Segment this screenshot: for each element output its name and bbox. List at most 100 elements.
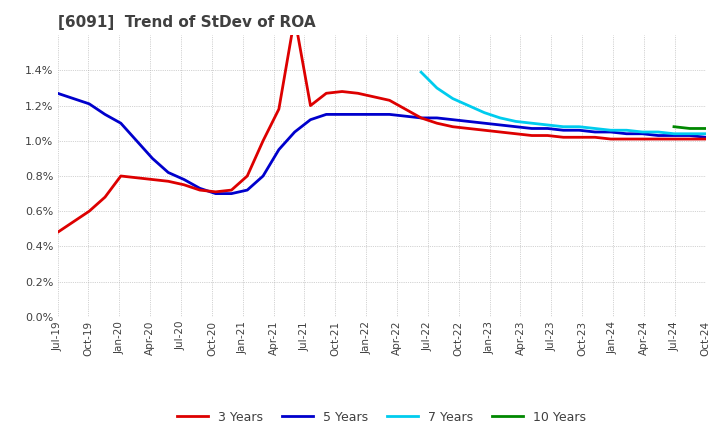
5 Years: [606, 129, 615, 135]
7 Years: [654, 129, 662, 135]
5 Years: [354, 112, 362, 117]
7 Years: [559, 124, 567, 129]
3 Years: [306, 103, 315, 108]
7 Years: [512, 119, 521, 124]
3 Years: [180, 182, 189, 187]
3 Years: [85, 209, 94, 214]
7 Years: [496, 115, 505, 121]
Line: 3 Years: 3 Years: [58, 18, 706, 232]
3 Years: [69, 219, 78, 224]
3 Years: [559, 135, 567, 140]
3 Years: [258, 138, 267, 143]
5 Years: [575, 128, 583, 133]
3 Years: [480, 128, 489, 133]
5 Years: [464, 119, 473, 124]
5 Years: [417, 115, 426, 121]
10 Years: [670, 124, 678, 129]
5 Years: [258, 173, 267, 179]
3 Years: [338, 89, 346, 94]
5 Years: [512, 124, 521, 129]
5 Years: [212, 191, 220, 196]
3 Years: [212, 189, 220, 194]
5 Years: [196, 186, 204, 191]
3 Years: [227, 187, 235, 193]
3 Years: [701, 136, 710, 142]
3 Years: [638, 136, 647, 142]
5 Years: [543, 126, 552, 131]
3 Years: [117, 173, 125, 179]
3 Years: [101, 194, 109, 200]
7 Years: [575, 124, 583, 129]
5 Years: [480, 121, 489, 126]
3 Years: [243, 173, 251, 179]
5 Years: [701, 135, 710, 140]
3 Years: [53, 230, 62, 235]
7 Years: [606, 128, 615, 133]
5 Years: [290, 129, 299, 135]
7 Years: [638, 129, 647, 135]
3 Years: [148, 177, 157, 182]
7 Years: [433, 85, 441, 91]
3 Years: [274, 106, 283, 112]
5 Years: [180, 177, 189, 182]
Line: 10 Years: 10 Years: [674, 127, 706, 128]
3 Years: [622, 136, 631, 142]
5 Years: [449, 117, 457, 122]
5 Years: [306, 117, 315, 122]
3 Years: [464, 126, 473, 131]
5 Years: [401, 114, 410, 119]
7 Years: [464, 103, 473, 108]
5 Years: [369, 112, 378, 117]
5 Years: [590, 129, 599, 135]
3 Years: [433, 121, 441, 126]
7 Years: [701, 131, 710, 136]
3 Years: [449, 124, 457, 129]
7 Years: [449, 96, 457, 101]
5 Years: [433, 115, 441, 121]
5 Years: [322, 112, 330, 117]
5 Years: [69, 96, 78, 101]
Legend: 3 Years, 5 Years, 7 Years, 10 Years: 3 Years, 5 Years, 7 Years, 10 Years: [172, 406, 591, 429]
5 Years: [638, 131, 647, 136]
5 Years: [164, 170, 173, 175]
3 Years: [543, 133, 552, 138]
3 Years: [385, 98, 394, 103]
5 Years: [85, 101, 94, 106]
3 Years: [685, 136, 694, 142]
Text: [6091]  Trend of StDev of ROA: [6091] Trend of StDev of ROA: [58, 15, 315, 30]
5 Years: [243, 187, 251, 193]
10 Years: [701, 126, 710, 131]
3 Years: [528, 133, 536, 138]
3 Years: [290, 15, 299, 20]
3 Years: [322, 91, 330, 96]
5 Years: [385, 112, 394, 117]
5 Years: [274, 147, 283, 152]
7 Years: [622, 128, 631, 133]
7 Years: [480, 110, 489, 115]
3 Years: [417, 115, 426, 121]
7 Years: [670, 131, 678, 136]
7 Years: [685, 131, 694, 136]
3 Years: [670, 136, 678, 142]
5 Years: [117, 121, 125, 126]
5 Years: [338, 112, 346, 117]
Line: 7 Years: 7 Years: [421, 72, 706, 134]
5 Years: [132, 138, 141, 143]
5 Years: [622, 131, 631, 136]
5 Years: [496, 122, 505, 128]
5 Years: [101, 112, 109, 117]
5 Years: [528, 126, 536, 131]
5 Years: [685, 133, 694, 138]
3 Years: [132, 175, 141, 180]
5 Years: [227, 191, 235, 196]
3 Years: [590, 135, 599, 140]
3 Years: [369, 94, 378, 99]
7 Years: [417, 70, 426, 75]
7 Years: [590, 126, 599, 131]
3 Years: [654, 136, 662, 142]
3 Years: [496, 129, 505, 135]
5 Years: [654, 133, 662, 138]
3 Years: [575, 135, 583, 140]
3 Years: [606, 136, 615, 142]
Line: 5 Years: 5 Years: [58, 93, 706, 194]
